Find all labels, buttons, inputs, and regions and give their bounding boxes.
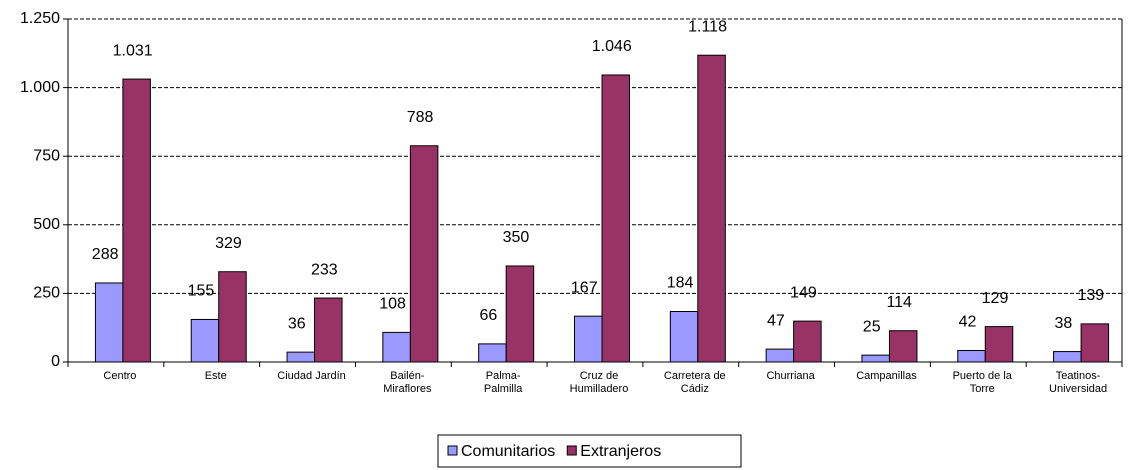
x-tick-label: Carretera de Cádiz [663, 370, 726, 395]
data-label: 233 [311, 261, 338, 278]
data-label: 114 [886, 294, 912, 311]
legend-label: Comunitarios [461, 443, 555, 460]
x-tick-label: Campanillas [856, 370, 917, 382]
x-tick-label: Este [204, 370, 227, 382]
bar [286, 351, 316, 363]
data-label: 25 [863, 318, 881, 335]
y-tick-label: 750 [33, 147, 60, 164]
bar [409, 145, 439, 363]
legend-box [437, 434, 742, 468]
data-label: 149 [790, 284, 817, 301]
bar [94, 282, 124, 363]
y-tick-label: 250 [33, 285, 60, 302]
y-tick-label: 500 [33, 216, 60, 233]
bar [314, 297, 343, 363]
bar [122, 78, 151, 363]
data-label: 129 [982, 290, 1009, 307]
bar [765, 348, 795, 363]
data-label: 66 [480, 307, 498, 324]
bar [1053, 351, 1082, 363]
data-label: 350 [503, 229, 530, 246]
data-label: 36 [288, 315, 306, 332]
bar [669, 311, 699, 363]
data-label: 1.118 [688, 18, 727, 35]
x-tick-label: Bailén- Miraflores [383, 370, 432, 395]
bar [574, 315, 603, 363]
x-tick-label: Palma- Palmilla [483, 370, 523, 395]
legend-swatch [447, 445, 458, 456]
data-label: 329 [215, 235, 242, 252]
data-label: 1.046 [592, 38, 632, 55]
data-label: 47 [767, 312, 785, 329]
data-label: 155 [188, 283, 215, 300]
bar [478, 343, 507, 363]
y-tick-label: 0 [51, 353, 60, 370]
x-tick-label: Cruz de Humilladero [569, 370, 629, 395]
bar [382, 331, 411, 363]
bar [957, 349, 986, 363]
data-label: 167 [571, 279, 598, 296]
bar [1080, 323, 1110, 363]
x-tick-label: Teatinos- Universidad [1049, 370, 1108, 395]
bar [505, 265, 535, 363]
data-label: 108 [379, 296, 406, 313]
data-label: 1.031 [113, 42, 153, 59]
legend-swatch [566, 445, 577, 456]
bar [861, 354, 890, 363]
bar [984, 326, 1014, 363]
data-label: 42 [959, 314, 977, 331]
x-tick-label: Puerto de la Torre [952, 370, 1012, 395]
x-tick-label: Ciudad Jardín [277, 370, 346, 382]
bar [793, 320, 822, 363]
bar [218, 271, 247, 363]
data-label: 139 [1077, 287, 1104, 304]
data-label: 788 [407, 109, 434, 126]
legend-label: Extranjeros [580, 443, 661, 460]
data-label: 38 [1054, 315, 1072, 332]
x-tick-label: Churriana [766, 370, 815, 382]
data-label: 288 [92, 246, 119, 263]
data-label: 184 [667, 275, 694, 292]
bar [601, 74, 630, 363]
x-tick-label: Centro [103, 370, 137, 382]
y-tick-label: 1.250 [20, 10, 60, 27]
bar [190, 318, 220, 363]
bar [888, 330, 918, 363]
bar [697, 54, 726, 363]
y-tick-label: 1.000 [20, 79, 60, 96]
